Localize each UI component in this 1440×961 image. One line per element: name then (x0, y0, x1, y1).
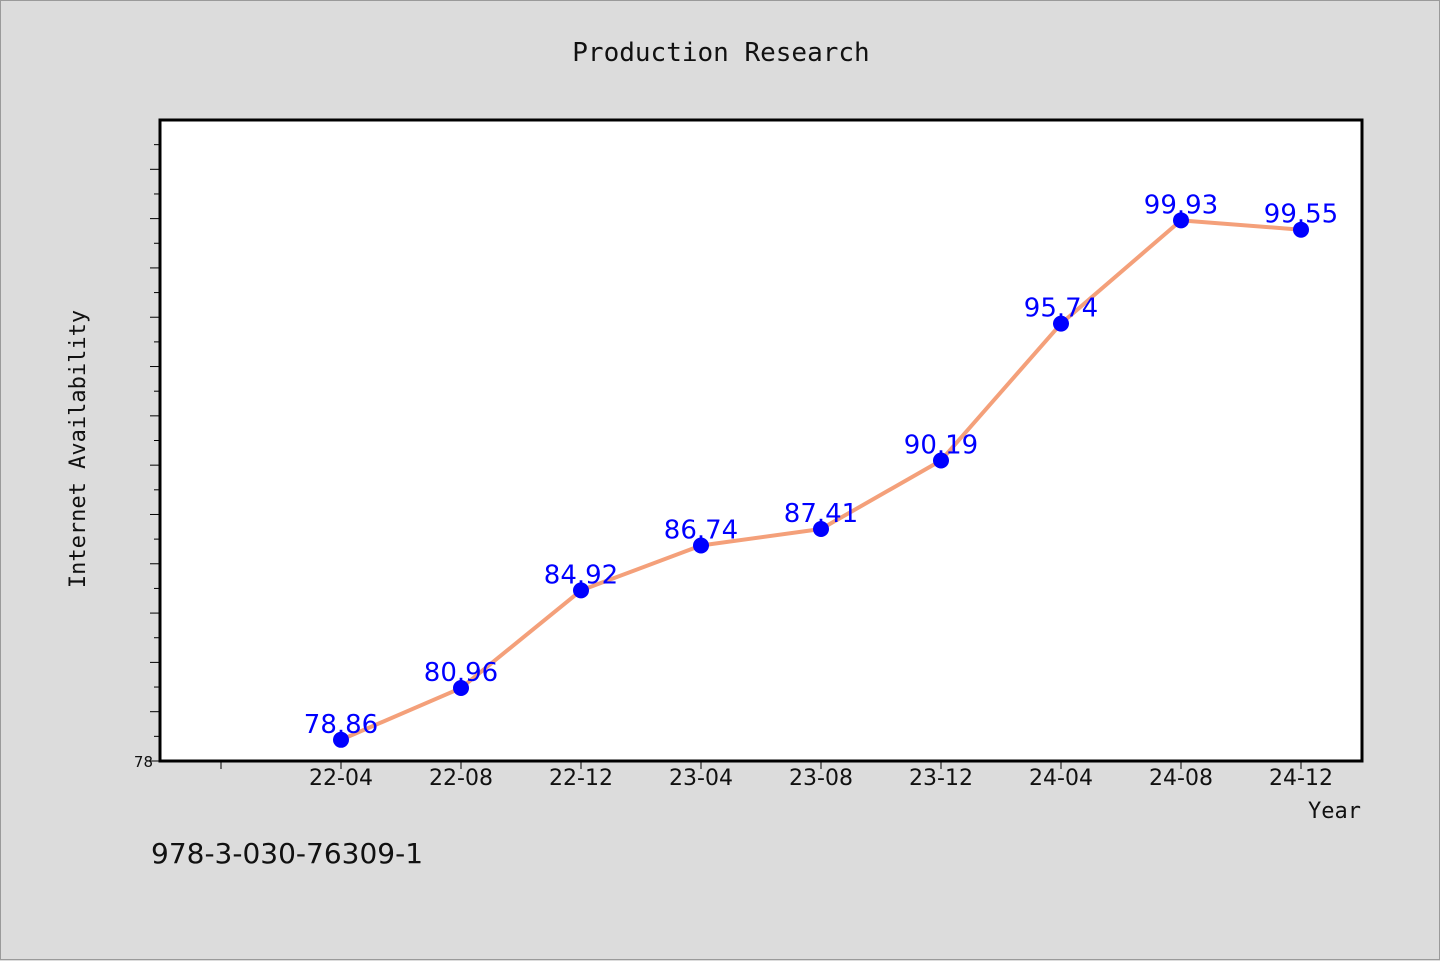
data-point (933, 452, 949, 469)
x-axis-title: Year (1308, 799, 1361, 824)
data-point (693, 537, 709, 554)
data-point (813, 521, 829, 538)
y-axis-ticks: 78 (134, 144, 160, 771)
y-tick-label: 78 (134, 753, 153, 771)
x-tick-label: 23-12 (909, 766, 973, 791)
data-label: 95.74 (1024, 294, 1098, 324)
x-tick-label: 22-08 (429, 766, 493, 791)
x-tick-label: 24-08 (1149, 766, 1213, 791)
data-point (453, 680, 469, 697)
data-label: 86.74 (664, 516, 738, 546)
data-point (1053, 315, 1069, 332)
data-labels: 78.86 80.96 84.92 86.74 87.41 90.19 95.74 99.93… (304, 190, 1338, 739)
x-tick-label: 24-04 (1029, 766, 1093, 791)
data-point (573, 582, 589, 599)
data-point (333, 731, 349, 748)
data-point (1293, 221, 1309, 238)
series-markers (333, 212, 1309, 748)
x-tick-label: 22-04 (309, 766, 373, 791)
data-label: 99.93 (1144, 190, 1218, 220)
plot-area (158, 118, 1364, 763)
data-label: 90.19 (904, 430, 978, 460)
data-label: 84.92 (544, 560, 618, 590)
x-tick-label: 24-12 (1269, 766, 1333, 791)
chart-title: Production Research (572, 38, 869, 68)
data-label: 80.96 (424, 658, 498, 688)
x-tick-label: 23-08 (789, 766, 853, 791)
data-point (1173, 212, 1189, 229)
isbn-label: 978-3-030-76309-1 (151, 837, 423, 870)
data-label: 99.55 (1264, 200, 1338, 230)
data-label: 78.86 (304, 710, 378, 740)
x-tick-label: 22-12 (549, 766, 613, 791)
x-tick-label: 23-04 (669, 766, 733, 791)
y-axis-title: Internet Availability (66, 310, 91, 588)
data-label: 87.41 (784, 499, 858, 529)
x-axis-ticks: 22-04 22-08 22-12 23-04 23-08 23-12 24-04 24-08… (220, 761, 1333, 791)
